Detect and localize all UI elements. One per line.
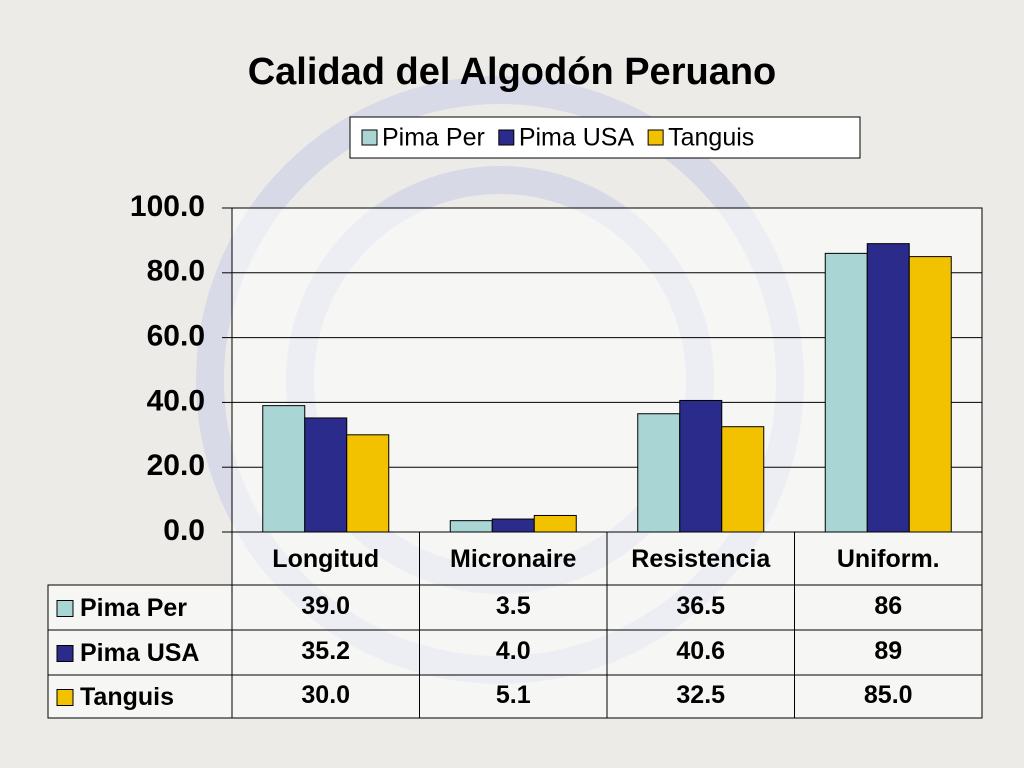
legend-box bbox=[349, 116, 861, 159]
table-cell: 4.0 bbox=[496, 637, 531, 665]
table-cell: 86 bbox=[874, 592, 902, 620]
y-tick-label: 80.0 bbox=[147, 255, 205, 288]
legend-label: Pima Per bbox=[382, 124, 485, 152]
x-tick-label: Uniform. bbox=[837, 545, 940, 573]
legend-label: Pima USA bbox=[519, 124, 635, 152]
table-cell: 40.6 bbox=[676, 637, 725, 665]
y-tick-label: 0.0 bbox=[163, 514, 205, 547]
x-tick-label: Resistencia bbox=[631, 545, 771, 573]
bar bbox=[346, 434, 390, 533]
table-row-label: Pima USA bbox=[80, 639, 199, 667]
table-row-label: Pima Per bbox=[80, 594, 187, 622]
table-cell: 36.5 bbox=[676, 592, 725, 620]
bar bbox=[262, 405, 306, 533]
table-label-column bbox=[47, 584, 233, 719]
table-cell: 30.0 bbox=[301, 681, 350, 709]
table-cell: 39.0 bbox=[301, 592, 350, 620]
bar bbox=[304, 417, 348, 533]
table-row-label: Tanguis bbox=[80, 683, 174, 711]
table-cell: 32.5 bbox=[676, 681, 725, 709]
bar bbox=[908, 256, 952, 533]
table-cell: 3.5 bbox=[496, 592, 531, 620]
bar bbox=[824, 252, 868, 533]
table-cell: 89 bbox=[874, 637, 902, 665]
table-cell: 85.0 bbox=[864, 681, 913, 709]
bar bbox=[533, 514, 577, 533]
legend-key bbox=[647, 129, 664, 146]
x-tick-label: Micronaire bbox=[450, 545, 577, 573]
bar bbox=[491, 518, 535, 533]
y-tick-label: 100.0 bbox=[130, 190, 205, 223]
table-cell: 35.2 bbox=[301, 637, 350, 665]
y-tick-label: 60.0 bbox=[147, 320, 205, 353]
table-legend-key bbox=[56, 689, 74, 706]
y-tick-label: 40.0 bbox=[147, 384, 205, 417]
bar bbox=[637, 413, 681, 533]
legend-key bbox=[498, 129, 515, 146]
bar bbox=[721, 426, 765, 533]
chart-title: Calidad del Algodón Peruano bbox=[248, 51, 777, 93]
bar bbox=[679, 399, 723, 533]
y-tick-label: 20.0 bbox=[147, 449, 205, 482]
bar bbox=[449, 520, 493, 533]
table-legend-key bbox=[56, 600, 74, 617]
legend-label: Tanguis bbox=[668, 124, 754, 152]
x-tick-label: Longitud bbox=[272, 545, 379, 573]
table-legend-key bbox=[56, 645, 74, 662]
table-cell: 5.1 bbox=[496, 681, 531, 709]
legend-key bbox=[361, 129, 378, 146]
bar bbox=[866, 243, 910, 533]
